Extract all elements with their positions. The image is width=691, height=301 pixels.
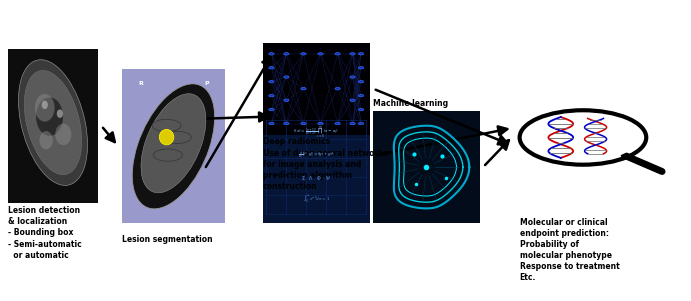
Ellipse shape [41, 101, 48, 109]
Circle shape [318, 53, 323, 55]
Ellipse shape [57, 110, 63, 118]
Text: $\int_0^{\infty} e^{-x} dx = 1$: $\int_0^{\infty} e^{-x} dx = 1$ [303, 192, 330, 205]
Circle shape [284, 76, 289, 78]
Bar [263, 43, 370, 135]
Text: Deep radiomics
Use of deep neural networks
for image analysis and
prediction alg: Deep radiomics Use of deep neural networ… [263, 138, 388, 191]
Circle shape [350, 99, 355, 101]
Circle shape [269, 108, 274, 111]
Circle shape [284, 123, 289, 125]
Circle shape [269, 123, 274, 125]
Text: Lesion segmentation: Lesion segmentation [122, 235, 212, 244]
Bar [373, 111, 480, 223]
Circle shape [359, 123, 363, 125]
Text: Molecular or clinical
endpoint prediction:
Probability of
molecular phenotype
Re: Molecular or clinical endpoint predictio… [520, 218, 619, 282]
Text: $f(x)=\frac{(n+1)!}{(n+1)!}\prod_{i=0}^{m}(x-a_i)$: $f(x)=\frac{(n+1)!}{(n+1)!}\prod_{i=0}^{… [293, 125, 339, 141]
Bar [263, 111, 370, 223]
Circle shape [359, 67, 363, 69]
Circle shape [335, 123, 340, 125]
Text: P: P [204, 81, 209, 86]
Circle shape [318, 123, 323, 125]
Circle shape [301, 53, 306, 55]
Circle shape [335, 53, 340, 55]
Circle shape [269, 67, 274, 69]
Text: Hand-crafted
radiomic feature
extraction: Hand-crafted radiomic feature extraction [263, 77, 335, 108]
Circle shape [350, 53, 355, 55]
Circle shape [359, 108, 363, 111]
Text: R: R [138, 81, 143, 86]
Circle shape [520, 110, 646, 165]
Bar [122, 70, 225, 223]
Text: $\frac{d}{dx}[f \cdot g]=f g\prime + g f\prime$: $\frac{d}{dx}[f \cdot g]=f g\prime + g f… [298, 150, 334, 161]
Ellipse shape [36, 98, 63, 136]
Ellipse shape [141, 94, 206, 193]
Text: $\Sigma \quad \Lambda \quad \Phi \quad \Psi$: $\Sigma \quad \Lambda \quad \Phi \quad \… [301, 174, 331, 182]
Circle shape [301, 88, 306, 90]
Ellipse shape [24, 70, 82, 175]
Ellipse shape [132, 84, 215, 209]
Circle shape [527, 113, 638, 161]
Circle shape [350, 123, 355, 125]
Text: Lesion detection
& localization
- Bounding box
- Semi-automatic
  or automatic: Lesion detection & localization - Boundi… [8, 206, 82, 260]
Ellipse shape [160, 129, 174, 145]
Circle shape [350, 76, 355, 78]
Circle shape [301, 123, 306, 125]
Circle shape [359, 53, 363, 55]
Circle shape [269, 95, 274, 97]
Circle shape [269, 81, 274, 83]
Circle shape [269, 53, 274, 55]
Ellipse shape [55, 124, 71, 145]
Circle shape [284, 99, 289, 101]
Text: Machine learning: Machine learning [373, 99, 448, 108]
Circle shape [359, 95, 363, 97]
Bar [8, 49, 97, 203]
Circle shape [335, 88, 340, 90]
Ellipse shape [39, 131, 53, 150]
Circle shape [284, 53, 289, 55]
Ellipse shape [19, 60, 88, 185]
Circle shape [359, 81, 363, 83]
Ellipse shape [35, 94, 55, 122]
